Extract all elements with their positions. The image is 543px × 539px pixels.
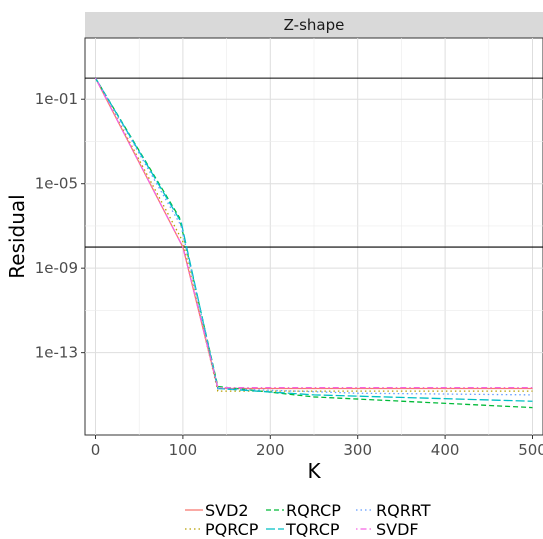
y-tick-label: 1e-09 xyxy=(35,259,78,277)
x-axis-title: K xyxy=(307,459,321,483)
x-tick-label: 100 xyxy=(169,441,198,459)
y-axis-title: Residual xyxy=(5,194,29,278)
legend-label-svd2: SVD2 xyxy=(205,501,249,520)
series-line-svdf xyxy=(94,77,533,389)
y-tick-label: 1e-05 xyxy=(35,175,78,193)
legend-label-pqrcp: PQRCP xyxy=(205,520,259,539)
x-tick-label: 300 xyxy=(343,441,372,459)
y-tick-label: 1e-13 xyxy=(35,344,78,362)
facet-strip-title: Z-shape xyxy=(284,16,345,34)
legend-label-svdf: SVDF xyxy=(376,520,419,539)
legend-label-rqrrt: RQRRT xyxy=(376,501,431,520)
y-tick-label: 1e-01 xyxy=(35,90,78,108)
facet-strip xyxy=(85,12,543,38)
x-tick-label: 0 xyxy=(91,441,101,459)
x-tick-label: 400 xyxy=(431,441,460,459)
legend-label-rqrcp: RQRCP xyxy=(286,501,341,520)
x-tick-label: 200 xyxy=(256,441,285,459)
x-tick-label: 500 xyxy=(518,441,543,459)
legend-label-tqrcp: TQRCP xyxy=(285,520,340,539)
series-line-rqrrt xyxy=(94,77,533,396)
